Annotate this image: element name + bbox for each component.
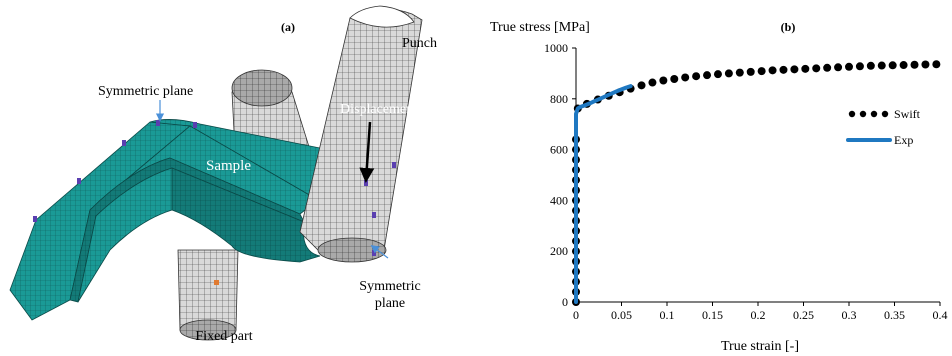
legend-swift-marker	[870, 110, 878, 118]
x-tick-label: 0.05	[611, 308, 632, 322]
panel-b-tag: (b)	[781, 20, 796, 34]
swift-data-point	[659, 76, 668, 85]
symmetric-plane-top-label: Symmetric plane	[98, 84, 193, 99]
sample-label: Sample	[206, 158, 251, 174]
swift-data-point	[746, 67, 755, 76]
swift-data-point	[812, 64, 821, 73]
y-tick-label: 800	[550, 92, 568, 106]
x-tick-label: 0.3	[842, 308, 857, 322]
panel-a-tag: (a)	[281, 20, 295, 34]
swift-data-point	[899, 61, 908, 70]
displacement-label: Displacement	[340, 102, 417, 117]
symmetric-plane-bottom-label-line1: Symmetric	[359, 279, 420, 294]
x-tick-label: 0.35	[884, 308, 905, 322]
swift-data-point	[670, 74, 679, 83]
symmetric-plane-bottom-label-line2: plane	[375, 296, 405, 311]
y-tick-label: 200	[550, 244, 568, 258]
legend-label: Swift	[894, 107, 921, 121]
y-tick-label: 1000	[544, 41, 568, 55]
y-tick-label: 600	[550, 143, 568, 157]
sample-sheet	[9, 119, 331, 321]
displacement-arrow	[359, 121, 375, 183]
swift-data-point	[692, 72, 701, 81]
fe-model-illustration: (a) Punch Symmetric plane Displacement S…	[9, 5, 437, 344]
chart-axes: 0 0.05 0.1 0.15 0.2 0.25 0.3 0.35 0.4 0 200 400 600 8…	[544, 41, 948, 322]
swift-data-point	[681, 73, 690, 82]
swift-data-point	[910, 60, 919, 69]
fixed-part-label: Fixed part	[195, 329, 252, 344]
swift-data-point	[735, 68, 744, 77]
punch-label: Punch	[402, 36, 437, 51]
legend-swift-marker	[848, 110, 856, 118]
legend-label: Exp	[894, 133, 913, 147]
x-tick-label: 0.25	[793, 308, 814, 322]
swift-data-point	[845, 62, 853, 71]
swift-data-point	[855, 62, 864, 71]
chart-legend: Swift Exp	[846, 107, 921, 147]
swift-data-point	[932, 60, 941, 69]
y-tick-label: 400	[550, 193, 568, 207]
fixed-part-cylinder	[177, 249, 239, 341]
swift-data-point	[790, 65, 799, 74]
y-tick-label: 0	[562, 295, 568, 309]
legend-swift-marker	[881, 110, 889, 118]
x-tick-label: 0.15	[702, 308, 723, 322]
swift-data-point	[648, 78, 657, 87]
swift-data-point	[888, 61, 897, 70]
panel-a-fe-model: (a) Punch Symmetric plane Displacement S…	[9, 5, 437, 344]
swift-data-point	[768, 66, 777, 75]
swift-data-point	[801, 64, 810, 73]
x-tick-label: 0	[573, 308, 579, 322]
swift-data-point	[757, 67, 766, 76]
punch-cylinder	[299, 5, 423, 263]
swift-data-point	[866, 61, 875, 70]
x-tick-label: 0.2	[751, 308, 766, 322]
x-axis-label: True strain [-]	[721, 339, 799, 354]
x-tick-label: 0.1	[660, 308, 675, 322]
swift-data-point	[637, 81, 646, 90]
swift-data-point	[834, 63, 843, 72]
exp-series-line	[574, 84, 633, 304]
swift-data-point	[713, 70, 722, 79]
chart-series	[572, 60, 941, 306]
swift-data-point	[823, 63, 832, 72]
legend-swift-marker	[859, 110, 867, 118]
swift-data-point	[877, 61, 886, 70]
swift-data-point	[703, 71, 712, 80]
swift-data-point	[921, 60, 930, 69]
swift-data-point	[724, 69, 733, 78]
swift-data-point	[779, 65, 788, 74]
symmetric-plane-bottom-arrow	[370, 244, 389, 259]
x-tick-label: 0.4	[933, 308, 948, 322]
y-axis-label: True stress [MPa]	[490, 20, 590, 35]
